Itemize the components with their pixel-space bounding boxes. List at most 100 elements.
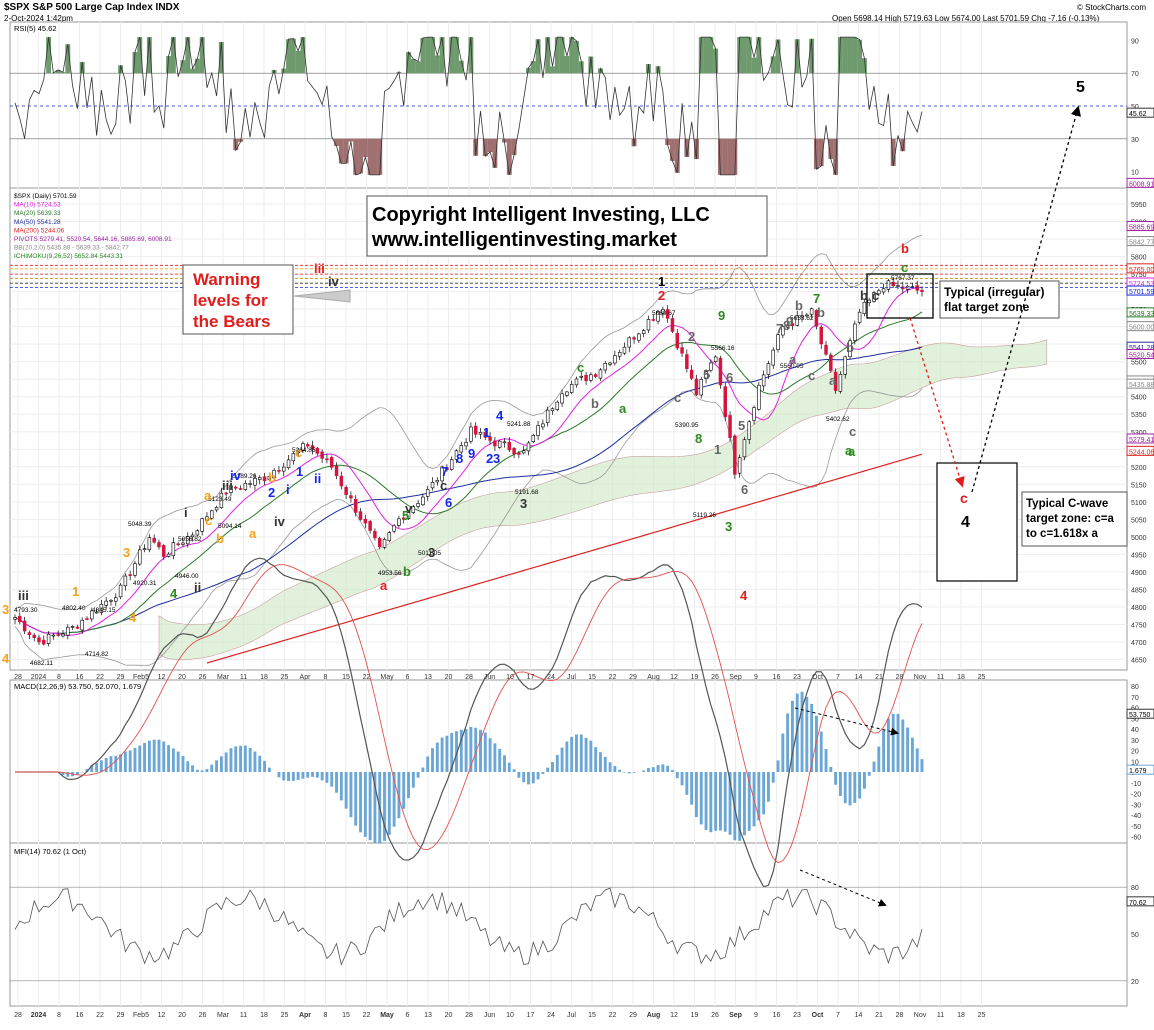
wave-label: 4 bbox=[2, 651, 10, 666]
macd-histogram-bar bbox=[570, 736, 574, 772]
price-candle bbox=[157, 542, 161, 548]
price-candle bbox=[22, 620, 27, 632]
price-candle bbox=[800, 315, 804, 318]
mfi-value-tag: 70.62 bbox=[1129, 900, 1147, 907]
wave-label: b bbox=[817, 305, 825, 320]
macd-histogram-bar bbox=[575, 734, 578, 772]
price-candle bbox=[66, 626, 70, 636]
macd-histogram-bar bbox=[786, 713, 790, 772]
x-tick-label: 26 bbox=[711, 674, 719, 681]
macd-histogram-bar bbox=[373, 772, 377, 843]
price-candle bbox=[661, 309, 665, 314]
x-tick-label: 24 bbox=[547, 1012, 555, 1019]
price-candle bbox=[282, 466, 286, 472]
price-candle bbox=[757, 384, 761, 410]
macd-histogram-bar bbox=[320, 772, 324, 781]
macd-histogram-bar bbox=[176, 751, 180, 772]
price-candle bbox=[353, 499, 358, 513]
macd-histogram-bar bbox=[675, 772, 679, 779]
right-value-tag-box bbox=[1126, 445, 1154, 456]
y-tick-label: -20 bbox=[1131, 792, 1141, 799]
macd-histogram-bar bbox=[747, 772, 751, 831]
price-candle bbox=[646, 319, 651, 331]
price-candle bbox=[401, 517, 406, 520]
x-tick-label: 19 bbox=[691, 1012, 699, 1019]
macd-histogram-bar bbox=[215, 760, 218, 772]
wave-label: 8 bbox=[695, 431, 702, 446]
price-candle bbox=[56, 634, 60, 636]
price-candle bbox=[166, 553, 171, 557]
wave-label: a bbox=[380, 578, 388, 593]
right-value-tag: 5765.00 bbox=[1129, 267, 1154, 274]
wave-label: 7 bbox=[813, 291, 820, 306]
macd-histogram-bar bbox=[474, 727, 478, 772]
price-candle bbox=[90, 610, 94, 620]
ichimoku-cloud bbox=[158, 339, 1048, 660]
price-candle bbox=[656, 311, 660, 322]
macd-histogram-bar bbox=[205, 769, 209, 772]
rsi-value-tag: 45.62 bbox=[1129, 111, 1147, 118]
macd-histogram-bar bbox=[790, 700, 794, 772]
macd-histogram-bar bbox=[541, 772, 545, 774]
y-tick-label: 10 bbox=[1131, 759, 1139, 766]
price-candle bbox=[397, 518, 401, 526]
price-candle bbox=[598, 369, 603, 379]
macd-histogram-bar bbox=[723, 772, 727, 832]
wave-label: a bbox=[204, 488, 212, 503]
price-label: 5390.95 bbox=[675, 422, 699, 429]
price-candle bbox=[507, 442, 512, 451]
right-value-tag-box bbox=[1126, 263, 1154, 274]
macd-histogram-bar bbox=[359, 772, 362, 833]
y-tick-label: -40 bbox=[1131, 813, 1141, 820]
wave-label: b bbox=[268, 470, 276, 485]
wave-label: c bbox=[577, 360, 584, 375]
macd-histogram-bar bbox=[464, 729, 468, 772]
macd-histogram-bar bbox=[488, 738, 492, 772]
macd-histogram-bar bbox=[810, 703, 814, 772]
price-candle bbox=[555, 401, 560, 410]
price-candle bbox=[152, 537, 156, 543]
wave-label: 1 bbox=[296, 464, 303, 479]
price-label: 4802.40 bbox=[62, 605, 86, 612]
macd-histogram-bar bbox=[493, 743, 497, 772]
price-candle bbox=[80, 619, 84, 631]
wave-label: b bbox=[846, 340, 854, 355]
x-tick-label: 11 bbox=[937, 1012, 944, 1019]
y-tick-label: 5400 bbox=[1131, 395, 1147, 402]
wave-label: 2 bbox=[268, 485, 275, 500]
price-candle bbox=[579, 376, 584, 378]
price-candle bbox=[320, 451, 324, 459]
macd-histogram-bar bbox=[119, 754, 123, 772]
wave-label: 8 bbox=[456, 451, 463, 466]
macd-histogram-bar bbox=[267, 767, 271, 772]
price-candle bbox=[253, 477, 257, 486]
macd-layer bbox=[15, 557, 924, 888]
y-tick-label: 30 bbox=[1131, 738, 1139, 745]
price-candle bbox=[473, 425, 478, 435]
price-candle bbox=[262, 476, 267, 482]
macd-histogram-bar bbox=[565, 741, 569, 772]
price-candle bbox=[761, 374, 766, 387]
x-tick-label: Mar bbox=[217, 1012, 230, 1019]
price-label: 5669.67 bbox=[652, 310, 676, 317]
macd-histogram-bar bbox=[239, 745, 242, 772]
macd-value-box bbox=[1126, 708, 1154, 719]
x-tick-label: 29 bbox=[629, 674, 637, 681]
y-tick-label: 4750 bbox=[1131, 622, 1147, 629]
macd-histogram-bar bbox=[219, 756, 223, 772]
price-candle bbox=[13, 617, 17, 620]
y-tick-label: 4650 bbox=[1131, 657, 1147, 664]
price-label: 5119.26 bbox=[693, 512, 716, 519]
price-candle bbox=[565, 391, 569, 396]
price-candle bbox=[133, 563, 137, 576]
x-tick-label: Nov bbox=[914, 674, 927, 681]
macd-histogram-bar bbox=[666, 765, 670, 772]
gridlines bbox=[10, 22, 1127, 1006]
flat-zone-box bbox=[866, 273, 934, 319]
price-candle bbox=[147, 537, 152, 551]
price-candle bbox=[243, 482, 248, 490]
price-candle bbox=[459, 445, 464, 453]
macd-histogram-bar bbox=[311, 772, 314, 777]
wave-label: v bbox=[405, 501, 413, 516]
price-label: 5560.95 bbox=[780, 363, 804, 370]
